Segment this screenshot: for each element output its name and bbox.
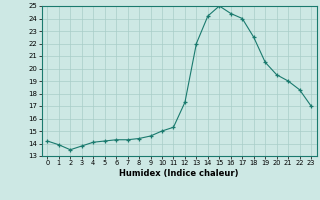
X-axis label: Humidex (Indice chaleur): Humidex (Indice chaleur) bbox=[119, 169, 239, 178]
